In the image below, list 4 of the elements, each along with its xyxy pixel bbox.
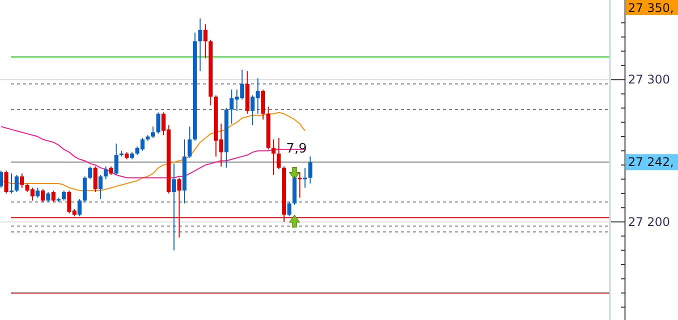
text: 27 350,: [628, 1, 674, 15]
y-tick-label: 27 200: [628, 214, 670, 229]
y-tick-label: 27 300: [628, 72, 670, 87]
ref-line-label: 27 242,: [628, 155, 674, 170]
